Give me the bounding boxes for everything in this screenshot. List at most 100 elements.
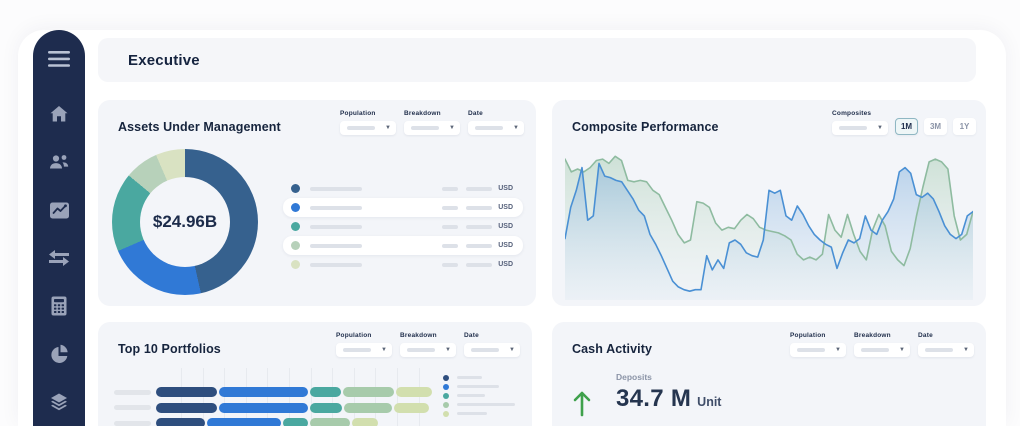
gridline <box>332 368 334 426</box>
portfolios-legend-item <box>443 382 515 391</box>
aum-legend-row: USD <box>283 255 523 274</box>
placeholder-bar <box>310 262 362 267</box>
date-select[interactable]: ▼ <box>468 121 524 135</box>
composite-card: Composite Performance Composites ▼ 1M 3M… <box>552 100 986 306</box>
placeholder-bar <box>797 348 825 352</box>
legend-dot <box>291 241 300 250</box>
population-select[interactable]: ▼ <box>790 343 846 357</box>
placeholder-bar <box>347 126 375 130</box>
placeholder-bar <box>442 243 459 248</box>
calculator-icon[interactable] <box>33 282 85 330</box>
composites-filter: Composites ▼ <box>832 110 888 135</box>
bar-segment-segment-2 <box>219 387 308 397</box>
chevron-down-icon: ▼ <box>963 347 969 353</box>
aum-legend: USD USD USD USD USD <box>283 179 523 274</box>
aum-donut-chart: $24.96B <box>112 149 258 295</box>
population-filter-label: Population <box>340 110 376 117</box>
currency-label: USD <box>498 261 513 268</box>
bar-segment-segment-3 <box>310 387 341 397</box>
legend-dot <box>291 203 300 212</box>
blue-series-area <box>565 163 973 300</box>
population-filter-label: Population <box>790 332 826 339</box>
layers-icon[interactable] <box>33 378 85 426</box>
placeholder-bar <box>310 243 362 248</box>
gridline <box>245 368 247 426</box>
gridline <box>310 368 312 426</box>
range-button-1y[interactable]: 1Y <box>953 118 976 135</box>
date-select[interactable]: ▼ <box>918 343 974 357</box>
bar-segment-segment-3 <box>310 402 342 413</box>
chevron-down-icon: ▼ <box>449 125 455 131</box>
legend-dot <box>291 184 300 193</box>
breakdown-select[interactable]: ▼ <box>854 343 910 357</box>
chevron-down-icon: ▼ <box>385 125 391 131</box>
deposits-value: 34.7 M <box>616 385 692 412</box>
range-toggle-group: 1M 3M 1Y <box>895 118 976 135</box>
transactions-icon[interactable] <box>33 234 85 282</box>
date-filter: Date ▼ <box>468 110 524 135</box>
breakdown-filter-label: Breakdown <box>854 332 891 339</box>
date-filter-label: Date <box>468 110 483 117</box>
placeholder-bar <box>466 262 493 267</box>
cash-card: Cash Activity Population ▼ Breakdown ▼ D… <box>552 322 986 426</box>
composites-select[interactable]: ▼ <box>832 121 888 135</box>
sidebar <box>33 30 85 426</box>
chevron-down-icon: ▼ <box>513 125 519 131</box>
portfolios-filters: Population ▼ Breakdown ▼ Date ▼ <box>336 332 520 357</box>
bar-segment-segment-2 <box>207 418 281 426</box>
legend-dot <box>443 410 449 417</box>
population-select[interactable]: ▼ <box>336 343 392 357</box>
placeholder-bar <box>442 205 459 210</box>
placeholder-bar <box>407 348 435 352</box>
portfolios-legend-item <box>443 409 515 418</box>
clients-icon[interactable] <box>33 138 85 186</box>
portfolios-legend-item <box>443 391 515 400</box>
placeholder-bar <box>343 348 371 352</box>
gridline <box>397 368 398 426</box>
aum-card: Assets Under Management Population ▼ Bre… <box>98 100 536 306</box>
date-filter-label: Date <box>918 332 933 339</box>
composites-filter-label: Composites <box>832 110 872 117</box>
menu-icon[interactable] <box>48 50 70 68</box>
breakdown-select[interactable]: ▼ <box>400 343 456 357</box>
placeholder-bar <box>411 126 439 130</box>
portfolio-bar-row <box>114 402 429 413</box>
bar-segment-segment-4 <box>343 387 394 397</box>
portfolio-bar-row <box>114 418 378 426</box>
placeholder-bar <box>114 389 151 395</box>
placeholder-bar <box>442 186 459 191</box>
range-button-3m[interactable]: 3M <box>924 118 947 135</box>
legend-dot <box>291 222 300 231</box>
aum-legend-row: USD <box>283 217 523 236</box>
date-select[interactable]: ▼ <box>464 343 520 357</box>
placeholder-bar <box>466 186 493 191</box>
bar-segment-segment-1 <box>156 418 205 426</box>
bar-segment-segment-5 <box>396 387 432 397</box>
gridline <box>181 368 182 426</box>
gridline <box>289 368 290 426</box>
bar-segment-segment-5 <box>394 402 429 413</box>
placeholder-bar <box>310 186 362 191</box>
portfolios-card-title: Top 10 Portfolios <box>118 342 221 356</box>
bar-segment-segment-5 <box>352 418 378 426</box>
placeholder-bar <box>471 348 499 352</box>
chevron-down-icon: ▼ <box>835 347 841 353</box>
currency-label: USD <box>498 204 513 211</box>
performance-icon[interactable] <box>33 186 85 234</box>
placeholder-bar <box>457 394 485 397</box>
breakdown-filter: Breakdown ▼ <box>854 332 910 357</box>
placeholder-bar <box>310 205 362 210</box>
deposits-label: Deposits <box>616 372 652 382</box>
population-select[interactable]: ▼ <box>340 121 396 135</box>
breakdown-select[interactable]: ▼ <box>404 121 460 135</box>
home-icon[interactable] <box>33 90 85 138</box>
placeholder-bar <box>475 126 503 130</box>
bar-segment-segment-1 <box>156 387 217 397</box>
placeholder-bar <box>442 224 459 229</box>
bar-segment-segment-4 <box>344 402 392 413</box>
allocation-icon[interactable] <box>33 330 85 378</box>
deposits-kpi: Deposits 34.7 M Unit <box>570 372 721 418</box>
composite-performance-chart <box>565 155 973 300</box>
portfolios-card: Top 10 Portfolios Population ▼ Breakdown… <box>98 322 532 426</box>
range-button-1m[interactable]: 1M <box>895 118 918 135</box>
